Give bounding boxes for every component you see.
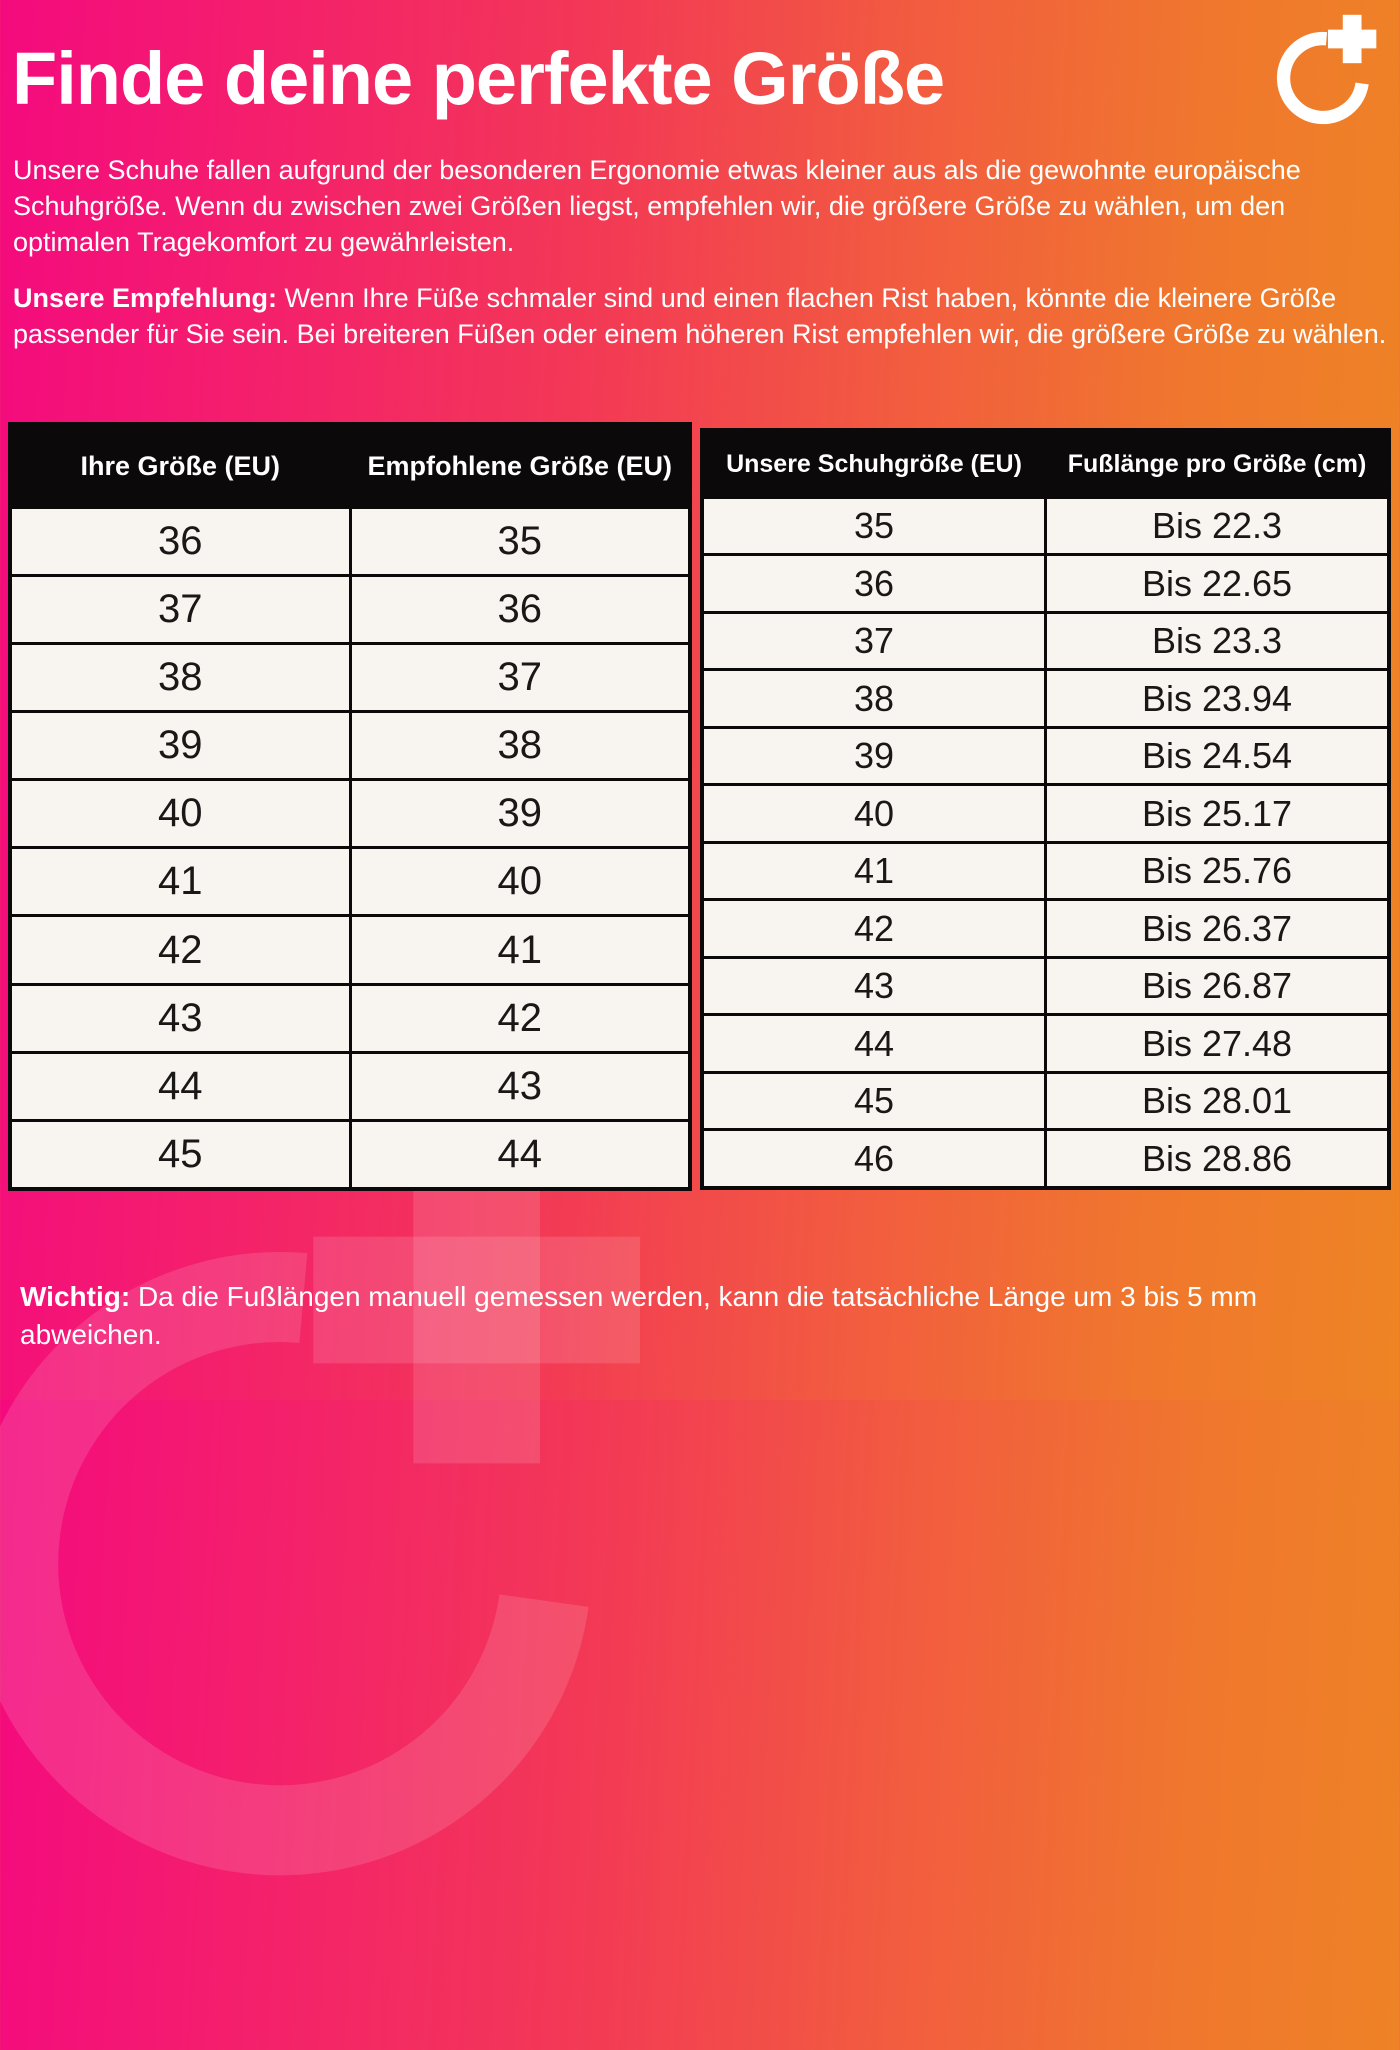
your-size-cell: 40: [8, 778, 352, 850]
table-row: 40 39: [8, 778, 692, 850]
recommended-size-cell: 37: [348, 642, 692, 714]
foot-length-column-header: Fußlänge pro Größe (cm): [1044, 428, 1391, 499]
table-row: 41 Bis 25.76: [700, 840, 1391, 902]
shoe-size-cell: 39: [700, 725, 1047, 787]
your-size-cell: 44: [8, 1050, 352, 1122]
recommended-size-cell: 36: [348, 574, 692, 646]
page-title: Finde deine perfekte Größe: [12, 37, 945, 120]
watermark-logo-icon: [0, 1136, 640, 1876]
foot-length-cell: Bis 22.3: [1044, 495, 1391, 557]
table-row: 46 Bis 28.86: [700, 1128, 1391, 1190]
table-row: 36 Bis 22.65: [700, 553, 1391, 614]
foot-length-cell: Bis 25.76: [1044, 840, 1391, 902]
size-conversion-table-header: Ihre Größe (EU) Empfohlene Größe (EU): [8, 422, 692, 509]
recommended-size-cell: 43: [348, 1050, 692, 1122]
your-size-cell: 39: [8, 710, 352, 782]
table-row: 43 Bis 26.87: [700, 955, 1391, 1017]
foot-length-cell: Bis 24.54: [1044, 725, 1391, 787]
recommended-size-cell: 42: [348, 982, 692, 1054]
table-row: 40 Bis 25.17: [700, 783, 1391, 844]
your-size-cell: 45: [8, 1118, 352, 1191]
recommended-size-column-header: Empfohlene Größe (EU): [348, 422, 692, 509]
table-row: 42 Bis 26.37: [700, 898, 1391, 959]
shoe-size-cell: 35: [700, 495, 1047, 557]
size-guide-page: { "header": { "title": "Finde deine perf…: [0, 0, 1400, 1400]
recommended-size-cell: 44: [348, 1118, 692, 1191]
shoe-size-cell: 43: [700, 955, 1047, 1017]
shoe-size-cell: 46: [700, 1128, 1047, 1190]
table-row: 39 Bis 24.54: [700, 725, 1391, 787]
recommendation-text: Wenn Ihre Füße schmaler sind und einen f…: [13, 283, 1387, 349]
foot-length-table: Unsere Schuhgröße (EU) Fußlänge pro Größ…: [700, 428, 1391, 1190]
table-row: 35 Bis 22.3: [700, 495, 1391, 557]
recommended-size-cell: 38: [348, 710, 692, 782]
size-conversion-table: Ihre Größe (EU) Empfohlene Größe (EU) 36…: [8, 422, 692, 1191]
foot-length-cell: Bis 23.3: [1044, 610, 1391, 672]
shoe-size-cell: 38: [700, 668, 1047, 729]
important-label: Wichtig:: [20, 1281, 131, 1312]
your-size-cell: 42: [8, 914, 352, 986]
shoe-size-column-header: Unsere Schuhgröße (EU): [700, 428, 1047, 499]
foot-length-table-body: 35 Bis 22.3 36 Bis 22.65 37 Bis 23.3 38 …: [700, 495, 1391, 1190]
recommended-size-cell: 40: [348, 846, 692, 918]
your-size-column-header: Ihre Größe (EU): [8, 422, 352, 509]
your-size-cell: 38: [8, 642, 352, 714]
intro-paragraph: Unsere Schuhe fallen aufgrund der besond…: [13, 155, 1301, 257]
foot-length-cell: Bis 26.37: [1044, 898, 1391, 959]
your-size-cell: 37: [8, 574, 352, 646]
table-row: 41 40: [8, 846, 692, 918]
recommended-size-cell: 41: [348, 914, 692, 986]
table-row: 37 Bis 23.3: [700, 610, 1391, 672]
shoe-size-cell: 40: [700, 783, 1047, 844]
foot-length-cell: Bis 22.65: [1044, 553, 1391, 614]
shoe-size-cell: 37: [700, 610, 1047, 672]
table-row: 37 36: [8, 574, 692, 646]
your-size-cell: 43: [8, 982, 352, 1054]
shoe-size-cell: 45: [700, 1070, 1047, 1132]
shoe-size-cell: 36: [700, 553, 1047, 614]
foot-length-cell: Bis 28.86: [1044, 1128, 1391, 1190]
circle-plus-logo-icon: [1276, 14, 1377, 125]
recommendation-paragraph: Unsere Empfehlung: Wenn Ihre Füße schmal…: [13, 281, 1391, 353]
shoe-size-cell: 41: [700, 840, 1047, 902]
foot-length-cell: Bis 28.01: [1044, 1070, 1391, 1132]
table-row: 44 Bis 27.48: [700, 1013, 1391, 1074]
table-row: 45 44: [8, 1118, 692, 1191]
recommendation-label: Unsere Empfehlung:: [13, 283, 278, 313]
foot-length-cell: Bis 27.48: [1044, 1013, 1391, 1074]
table-row: 43 42: [8, 982, 692, 1054]
your-size-cell: 41: [8, 846, 352, 918]
table-row: 45 Bis 28.01: [700, 1070, 1391, 1132]
table-row: 36 35: [8, 505, 692, 578]
table-row: 42 41: [8, 914, 692, 986]
foot-length-cell: Bis 23.94: [1044, 668, 1391, 729]
shoe-size-cell: 44: [700, 1013, 1047, 1074]
table-row: 38 37: [8, 642, 692, 714]
recommended-size-cell: 35: [348, 505, 692, 578]
recommended-size-cell: 39: [348, 778, 692, 850]
size-conversion-table-body: 36 35 37 36 38 37 39 38 40 39: [8, 505, 692, 1191]
your-size-cell: 36: [8, 505, 352, 578]
important-text: Da die Fußlängen manuell gemessen werden…: [20, 1281, 1258, 1350]
foot-length-table-header: Unsere Schuhgröße (EU) Fußlänge pro Größ…: [700, 428, 1391, 499]
table-row: 38 Bis 23.94: [700, 668, 1391, 729]
shoe-size-cell: 42: [700, 898, 1047, 959]
table-row: 39 38: [8, 710, 692, 782]
important-note: Wichtig: Da die Fußlängen manuell gemess…: [20, 1278, 1385, 1354]
foot-length-cell: Bis 26.87: [1044, 955, 1391, 1017]
table-row: 44 43: [8, 1050, 692, 1122]
foot-length-cell: Bis 25.17: [1044, 783, 1391, 844]
